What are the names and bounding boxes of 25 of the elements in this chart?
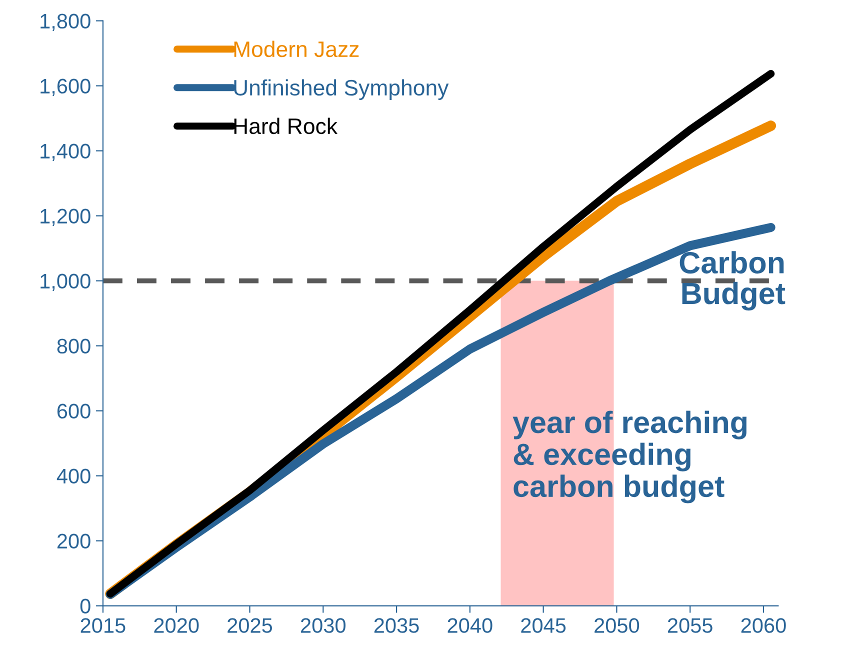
- y-tick-label: 1,000: [40, 274, 90, 292]
- x-tick-label: 2055: [668, 618, 712, 633]
- x-tick-label: 2045: [521, 618, 566, 633]
- legend-label: Hard Rock: [234, 118, 338, 134]
- x-tick-label: 2025: [228, 618, 272, 633]
- x-tick-label: 2020: [154, 618, 199, 633]
- legend-label: Modern Jazz: [234, 40, 359, 58]
- y-tick-label: 400: [56, 468, 90, 484]
- legend-label: Unfinished Symphony: [234, 79, 449, 100]
- x-tick-label: 2040: [448, 618, 492, 633]
- x-tick-label: 2030: [301, 618, 346, 633]
- x-tick-label: 2060: [741, 618, 786, 633]
- y-tick-label: 1,600: [40, 78, 90, 96]
- y-tick-label: 1,800: [40, 14, 90, 32]
- y-tick-label: 1,200: [40, 208, 90, 226]
- x-tick-label: 2015: [80, 618, 126, 633]
- y-tick-label: 800: [57, 338, 90, 354]
- y-tick-label: 1,400: [40, 144, 90, 162]
- x-tick-label: 2050: [594, 618, 640, 633]
- y-tick-label: 600: [57, 404, 90, 419]
- x-tick-label: 2035: [374, 618, 419, 633]
- y-tick-label: 200: [57, 534, 90, 549]
- y-tick-label: 0: [80, 598, 90, 614]
- band-label: year of reaching & exceeding carbon budget: [512, 410, 746, 504]
- ref-line-label: Carbon Budget: [680, 251, 786, 310]
